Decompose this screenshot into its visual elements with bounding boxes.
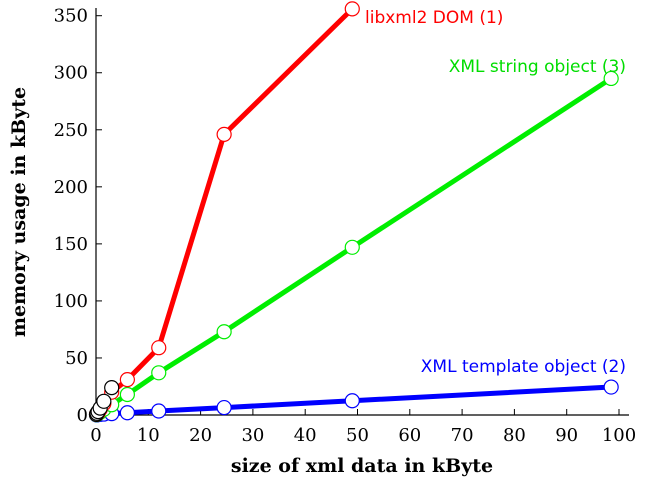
data-point-series-2 bbox=[216, 126, 232, 142]
y-tick-label: 350 bbox=[54, 6, 88, 27]
x-tick-label: 0 bbox=[90, 425, 101, 446]
x-tick-label: 90 bbox=[555, 425, 578, 446]
x-tick-label: 70 bbox=[451, 425, 474, 446]
x-tick-label: 80 bbox=[503, 425, 526, 446]
x-tick-label: 40 bbox=[294, 425, 317, 446]
data-point-series-0 bbox=[344, 393, 360, 409]
y-tick-label: 50 bbox=[65, 348, 88, 369]
x-tick-label: 50 bbox=[346, 425, 369, 446]
data-point-series-0 bbox=[216, 399, 232, 416]
axes bbox=[95, 8, 629, 416]
x-tick-label: 60 bbox=[398, 425, 421, 446]
series-line-2 bbox=[94, 6, 355, 417]
x-axis-title: size of xml data in kByte bbox=[231, 455, 493, 477]
data-point-series-3 bbox=[96, 393, 112, 409]
series-markers bbox=[88, 1, 619, 423]
y-tick-label: 150 bbox=[54, 234, 88, 255]
x-ticks: 0 10 20 30 40 50 60 70 80 90 100 bbox=[90, 409, 636, 446]
data-point-series-1 bbox=[216, 324, 232, 340]
x-tick-label: 20 bbox=[189, 425, 212, 446]
series-label-xml-template-object: XML template object (2) bbox=[421, 357, 626, 377]
x-tick-label: 100 bbox=[602, 425, 636, 446]
data-point-series-1 bbox=[344, 239, 360, 255]
y-axis-title: memory usage in kByte bbox=[8, 87, 30, 337]
y-tick-label: 250 bbox=[54, 120, 88, 141]
series-label-xml-string-object: XML string object (3) bbox=[449, 57, 626, 77]
data-point-series-0 bbox=[151, 403, 167, 419]
data-point-series-0 bbox=[603, 379, 619, 395]
y-ticks: 0 50 100 150 200 250 300 350 bbox=[54, 6, 102, 426]
y-tick-label: 100 bbox=[54, 291, 88, 312]
data-point-series-0 bbox=[119, 405, 135, 421]
x-tick-label: 30 bbox=[241, 425, 264, 446]
x-tick-label: 10 bbox=[137, 425, 160, 446]
series-label-libxml2-dom: libxml2 DOM (1) bbox=[365, 8, 503, 28]
data-point-series-1 bbox=[603, 70, 619, 87]
y-tick-label: 300 bbox=[54, 63, 88, 84]
y-tick-label: 200 bbox=[54, 177, 88, 198]
data-point-series-1 bbox=[119, 386, 135, 403]
data-point-series-1 bbox=[151, 365, 167, 381]
data-point-series-2 bbox=[119, 372, 135, 388]
y-tick-label: 0 bbox=[77, 405, 88, 426]
data-point-series-2 bbox=[344, 1, 360, 17]
data-point-series-2 bbox=[151, 340, 167, 356]
data-point-series-3 bbox=[104, 380, 120, 396]
